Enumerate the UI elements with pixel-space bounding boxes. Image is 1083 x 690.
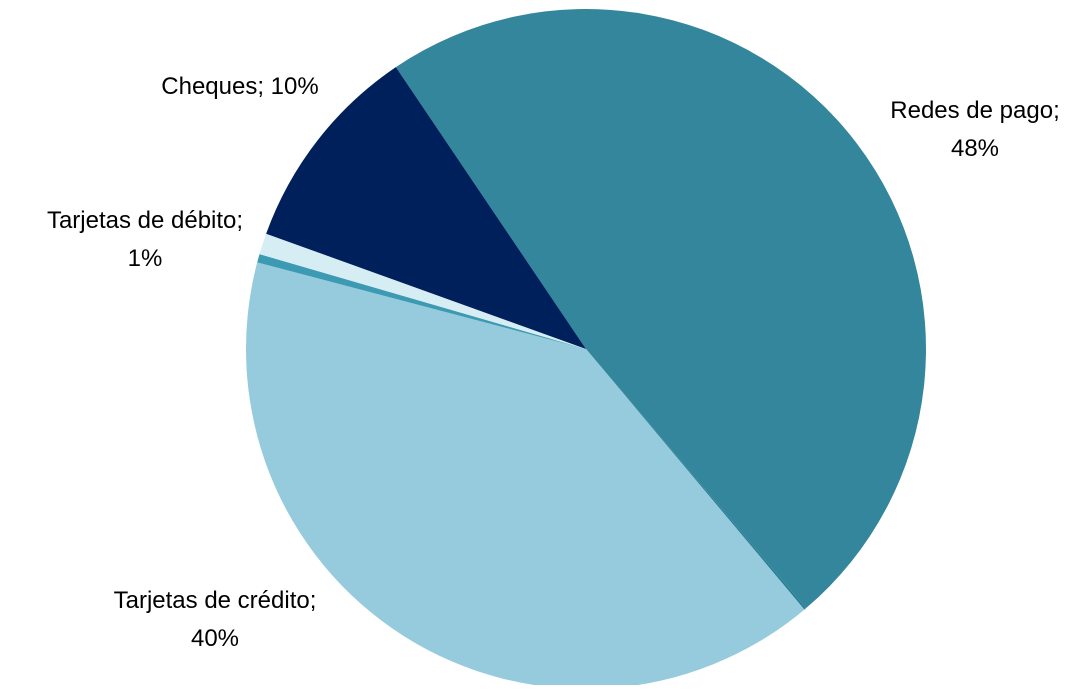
pie-slice-redes-de-pago <box>395 9 927 609</box>
pie-slice-tarjetas-de-debito <box>259 233 586 349</box>
slices-layer <box>245 9 927 689</box>
data-label-cheques: Cheques; 10% <box>161 73 318 100</box>
data-label-redes-de-pago: Redes de pago; 48% <box>890 97 1059 162</box>
pie-slice-cheques <box>266 67 586 349</box>
data-label-tarjetas-de-credito: Tarjetas de crédito; 40% <box>114 587 317 652</box>
pie-slice-cuenta-menor <box>586 349 807 610</box>
labels-layer: Redes de pago; 48% Tarjetas de crédito; 40%… <box>47 73 1060 652</box>
pie-slice-cuenta-menor-2 <box>257 254 586 349</box>
pie-slice-tarjetas-de-credito <box>245 262 805 689</box>
data-label-tarjetas-de-debito: Tarjetas de débito; 1% <box>47 207 243 272</box>
